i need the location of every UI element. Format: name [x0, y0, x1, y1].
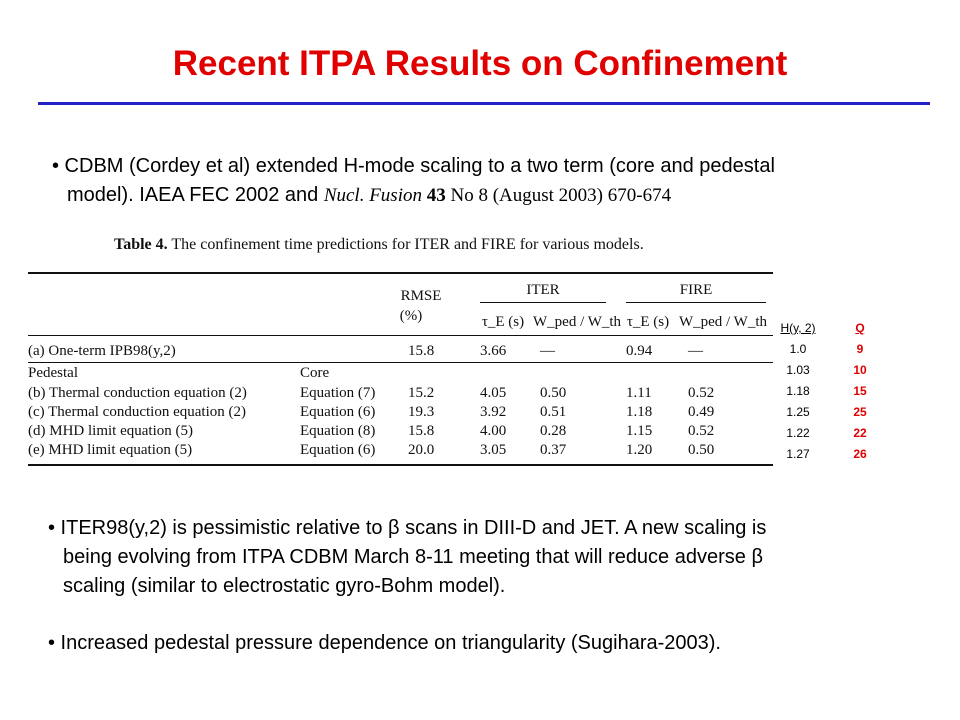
table-bottom-rule	[28, 464, 773, 466]
header-iter: ITER	[526, 282, 560, 298]
row-d-fire-tau: 1.15	[626, 423, 653, 439]
row-b-fire-w: 0.52	[688, 385, 715, 401]
row-c-core: Equation (6)	[300, 404, 376, 420]
table-caption: Table 4. The confinement time prediction…	[114, 236, 644, 253]
row-d-iter-tau: 4.00	[480, 423, 507, 439]
row-b-rmse: 15.2	[408, 385, 435, 401]
q-value: 9	[856, 342, 864, 356]
row-e-iter-tau: 3.05	[480, 442, 507, 458]
header-iter-tau: τ_E (s)	[481, 314, 525, 330]
h-factor-column: H(y, 2) 1.0 1.03 1.18 1.25 1.22 1.27	[765, 318, 831, 465]
header-rmse: RMSE	[400, 288, 442, 304]
row-a-label: (a) One-term IPB98(y,2)	[28, 343, 176, 359]
row-a-iter-w: —	[540, 343, 555, 359]
q-value: 15	[853, 384, 867, 398]
row-e-label: (e) MHD limit equation (5)	[28, 442, 193, 458]
q-header: Q	[855, 321, 865, 335]
row-c-rmse: 19.3	[408, 404, 435, 420]
header-fire: FIRE	[679, 282, 713, 298]
h-value: 1.18	[786, 384, 810, 398]
row-b-label: (b) Thermal conduction equation (2)	[28, 385, 247, 401]
row-b-fire-tau: 1.11	[626, 385, 652, 401]
bullet-cdbm-text: model). IAEA FEC 2002 and	[67, 184, 324, 206]
journal-name: Nucl. Fusion	[323, 185, 422, 206]
row-a-rmse: 15.8	[408, 343, 435, 359]
h-value: 1.22	[786, 426, 810, 440]
h-value: 1.25	[786, 405, 810, 419]
row-a-fire-tau: 0.94	[626, 343, 653, 359]
q-column: Q 9 10 15 25 22 26	[843, 318, 877, 465]
q-value: 10	[853, 363, 867, 377]
h-value: 1.27	[786, 447, 810, 461]
header-iter-wped: W_ped / W_th	[533, 314, 622, 330]
row-b-iter-tau: 4.05	[480, 385, 507, 401]
header-fire-wped: W_ped / W_th	[678, 314, 768, 330]
h-value: 1.0	[789, 342, 807, 356]
iter-group-rule	[480, 302, 606, 303]
fire-group-rule	[626, 302, 766, 303]
row-e-fire-tau: 1.20	[626, 442, 653, 458]
header-fire-tau: τ_E (s)	[626, 314, 670, 330]
header-bottom-rule	[28, 335, 773, 336]
confinement-table: Table 4. The confinement time prediction…	[28, 232, 773, 472]
journal-ref: No 8 (August 2003) 670-674	[445, 185, 672, 206]
row-b-core: Equation (7)	[300, 385, 376, 401]
bullet-pedestal: • Increased pedestal pressure dependence…	[48, 632, 721, 654]
bullet-cdbm-line1: • CDBM (Cordey et al) extended H-mode sc…	[52, 155, 775, 177]
slide-title: Recent ITPA Results on Confinement	[172, 44, 788, 83]
journal-volume: 43	[426, 185, 446, 206]
bullet-iter98-line1: • ITER98(y,2) is pessimistic relative to…	[48, 517, 767, 539]
title-underline	[38, 102, 930, 105]
row-c-label: (c) Thermal conduction equation (2)	[28, 404, 246, 420]
q-value: 22	[853, 426, 867, 440]
row-d-iter-w: 0.28	[540, 423, 567, 439]
row-d-label: (d) MHD limit equation (5)	[28, 423, 193, 439]
row-d-fire-w: 0.52	[688, 423, 715, 439]
row-e-core: Equation (6)	[300, 442, 376, 458]
header-rmse-unit: (%)	[399, 308, 423, 324]
subheader-core: Core	[300, 365, 330, 381]
row-a-iter-tau: 3.66	[480, 343, 507, 359]
row-a-rule	[28, 362, 773, 363]
row-c-iter-w: 0.51	[540, 404, 567, 420]
row-e-iter-w: 0.37	[540, 442, 567, 458]
row-b-iter-w: 0.50	[540, 385, 567, 401]
row-c-fire-w: 0.49	[688, 404, 715, 420]
row-c-iter-tau: 3.92	[480, 404, 507, 420]
h-value: 1.03	[786, 363, 810, 377]
bullet-iter98-line2: being evolving from ITPA CDBM March 8-11…	[63, 546, 763, 568]
subheader-pedestal: Pedestal	[28, 365, 78, 381]
row-e-fire-w: 0.50	[688, 442, 715, 458]
h-factor-header: H(y, 2)	[780, 321, 816, 335]
row-c-fire-tau: 1.18	[626, 404, 653, 420]
q-value: 25	[853, 405, 867, 419]
row-d-core: Equation (8)	[300, 423, 376, 439]
q-value: 26	[853, 447, 867, 461]
table-top-rule	[28, 272, 773, 274]
row-a-fire-w: —	[688, 343, 703, 359]
bullet-iter98-line3: scaling (similar to electrostatic gyro-B…	[63, 575, 506, 597]
row-d-rmse: 15.8	[408, 423, 435, 439]
row-e-rmse: 20.0	[408, 442, 435, 458]
bullet-cdbm-line2: model). IAEA FEC 2002 and Nucl. Fusion 4…	[67, 181, 671, 210]
